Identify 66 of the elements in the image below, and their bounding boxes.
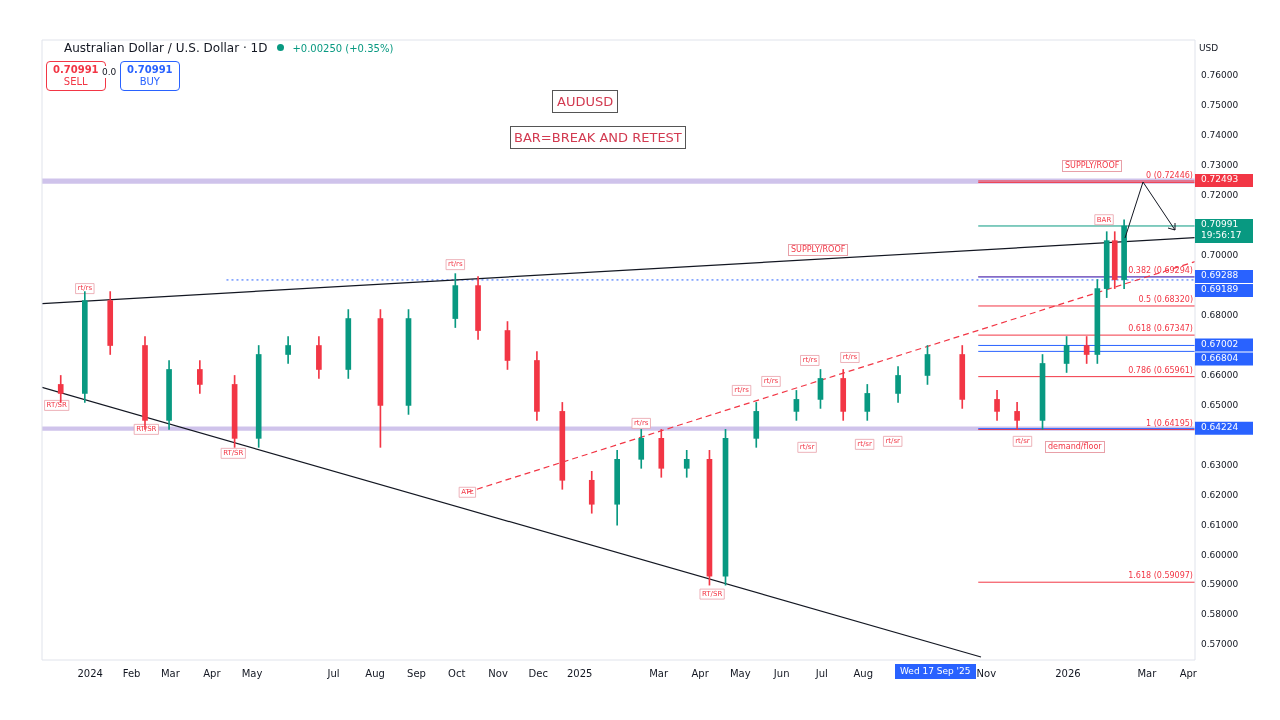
ref-line-label: 0.382 (0.69294) (1128, 265, 1193, 275)
y-tick-label: 0.68000 (1201, 309, 1239, 320)
x-tick-label: Mar (649, 667, 669, 679)
x-tick-label: Apr (203, 667, 222, 679)
annotation: SUPPLY/ROOF (1062, 160, 1123, 172)
annotation: SELL (62, 76, 89, 88)
y-tick-label: 0.72000 (1201, 190, 1239, 201)
x-tick-label: Apr (691, 667, 710, 679)
x-tick-label: Aug (853, 667, 874, 679)
x-tick-label: Jul (326, 667, 340, 679)
y-tick-label: 0.75000 (1201, 100, 1239, 111)
chart-subtitle: +0.00250 (+0.35%) (292, 43, 394, 54)
ref-line-label: 0.67002 (1201, 338, 1239, 349)
ref-line-label: 0 (0.72446) (1146, 171, 1193, 181)
ref-line-label: 0.72493 (1201, 174, 1239, 185)
ref-line-label: 0.64224 (1201, 422, 1239, 432)
annotation: 0.70991 (127, 64, 173, 76)
y-tick-label: 0.62000 (1201, 489, 1239, 500)
ref-line-label: 0.786 (0.65961) (1128, 365, 1193, 375)
y-tick-label: 0.74000 (1201, 130, 1239, 141)
y-tick-label: 0.60000 (1201, 549, 1239, 560)
x-tick-label: Mar (1137, 667, 1158, 679)
x-tick-label: Nov (488, 667, 508, 679)
x-tick-label: May (241, 667, 263, 679)
ref-line-label: 0.70991 19:56:17 (1201, 219, 1242, 241)
x-tick-label: 2025 (566, 667, 593, 679)
annotation: AUDUSD (552, 90, 619, 113)
x-tick-label: 2026 (1055, 667, 1081, 679)
y-tick-label: 0.73000 (1201, 160, 1239, 171)
x-tick-label: Feb (122, 667, 141, 679)
x-tick-label: 2024 (77, 667, 103, 679)
x-tick-label: Jun (772, 667, 790, 679)
ref-line-label: 1.618 (0.59097) (1128, 571, 1193, 581)
y-tick-label: 0.63000 (1201, 459, 1239, 470)
x-tick-label: Mar (160, 667, 181, 679)
y-tick-label: 0.61000 (1201, 519, 1239, 530)
y-tick-label: 0.57000 (1201, 639, 1239, 650)
x-tick-label: Apr (1179, 667, 1198, 679)
y-tick-label: 0.70000 (1201, 250, 1239, 260)
y-tick-label: 0.65000 (1201, 399, 1239, 410)
annotation: SUPPLY/ROOF (788, 244, 849, 256)
ref-line-label: 0.69288 (1201, 270, 1239, 281)
x-tick-label: Dec (528, 667, 548, 679)
annotation: BUY (138, 76, 161, 88)
annotation: demand/floor (1045, 441, 1105, 453)
x-tick-label: Oct (448, 667, 466, 679)
ref-line-label: 0.618 (0.67347) (1128, 324, 1193, 334)
y-tick-label: 0.59000 (1201, 579, 1239, 590)
annotation: 0.0 (100, 66, 119, 78)
text: Wed 17 Sep '25 (895, 664, 976, 679)
annotation: BAR=BREAK AND RETEST (510, 126, 686, 149)
y-tick-label: 0.66000 (1201, 369, 1239, 380)
x-tick-label: Jul (814, 667, 828, 679)
y-tick-label: 0.76000 (1201, 70, 1239, 81)
x-tick-label: Nov (976, 667, 997, 679)
ref-line-label: 1 (0.64195) (1146, 418, 1193, 428)
chart-title: Australian Dollar / U.S. Dollar · 1D (64, 41, 268, 55)
text: USD (1199, 43, 1219, 53)
ref-line-label: 0.69189 (1201, 284, 1239, 295)
y-tick-label: 0.58000 (1201, 609, 1239, 620)
annotation: 0.70991 (53, 64, 99, 76)
x-tick-label: May (729, 667, 751, 679)
x-tick-label: Aug (365, 667, 385, 679)
ref-line-label: 0.66804 (1201, 352, 1239, 363)
ref-line-label: 0.5 (0.68320) (1138, 295, 1193, 305)
x-tick-label: Sep (407, 667, 426, 679)
